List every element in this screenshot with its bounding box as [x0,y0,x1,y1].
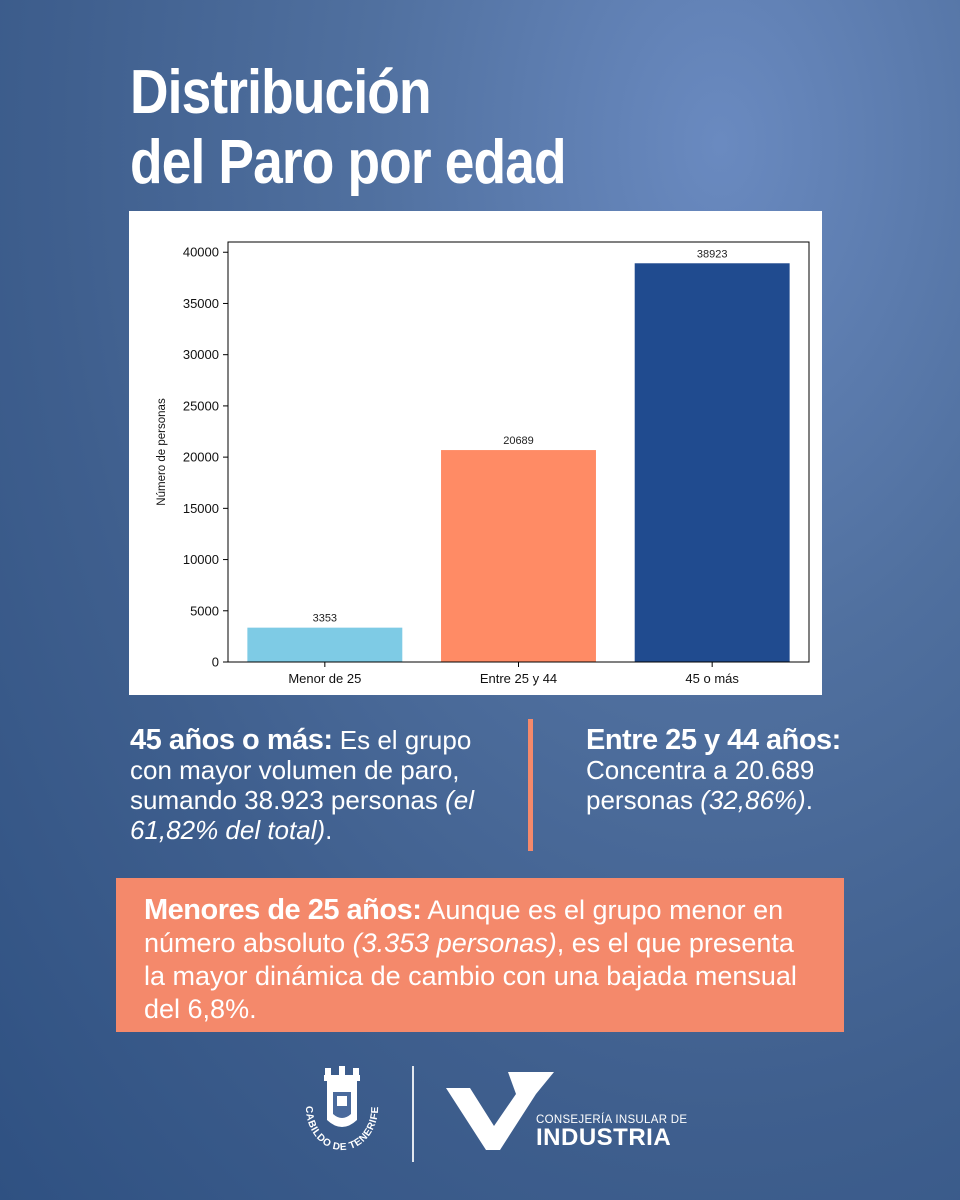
bar-chart: 3353 Menor de 25 20689 Entre 25 y 44 38923 45… [156,241,810,686]
y-tick-label: 5000 [190,603,219,618]
bar [247,627,403,662]
stat-45-plus-heading: 45 años o más: [130,724,333,756]
banner-text-2: , es el que presenta la mayor dinámica d… [144,928,797,1024]
y-tick-label: 40000 [183,245,219,260]
brand-subtitle: CONSEJERÍA INSULAR DE [536,1114,688,1126]
industria-logo-icon [446,1072,554,1150]
footer-separator [412,1066,414,1162]
y-tick-label: 0 [212,655,219,670]
under-25-banner: Menores de 25 años: Aunque es el grupo m… [116,878,844,1032]
data-label: 3353 [313,613,337,625]
y-tick-label: 10000 [183,552,219,567]
stat-25-44-italic: (32,86%) [700,785,806,815]
stat-25-44-tail: . [805,785,813,815]
industria-brand: CONSEJERÍA INSULAR DE INDUSTRIA [536,1114,687,1152]
stat-25-44-heading: Entre 25 y 44 años: [586,724,841,756]
stat-45-plus-italic: (el 61,82% del total) [130,785,475,845]
cabildo-logo: CABILDO DE TENERIFE [303,1066,380,1153]
x-tick-label: Entre 25 y 44 [480,671,557,686]
stats-divider [528,719,533,851]
plot-frame [227,241,810,663]
stat-25-44: Entre 25 y 44 años: Concentra a 20.689 p… [586,725,886,815]
brand-title: INDUSTRIA [536,1124,672,1151]
bar [634,263,790,662]
y-tick-label: 35000 [183,296,219,311]
y-axis-label: Número de personas [156,398,168,506]
x-tick-label: 45 o más [685,671,739,686]
stat-25-44-text: Concentra a 20.689 personas [586,755,815,815]
y-tick-label: 30000 [183,347,219,362]
title-line-2: del Paro por edad [130,128,567,197]
y-tick-label: 15000 [183,501,219,516]
y-tick-label: 25000 [183,398,219,413]
stat-45-plus: 45 años o más: Es el grupo con mayor vol… [130,725,510,845]
stat-45-plus-text: Es el grupo con mayor volumen de paro, s… [130,725,472,815]
banner-heading: Menores de 25 años: [144,894,422,926]
data-label: 38923 [697,248,728,260]
banner-italic: (3.353 personas) [352,928,557,958]
stat-45-plus-tail: . [325,815,333,845]
bar [441,450,596,662]
chart-card: 3353 Menor de 25 20689 Entre 25 y 44 38923 45… [129,211,822,695]
y-tick-label: 20000 [183,450,219,465]
banner-text-1: Aunque es el grupo menor en número absol… [144,895,784,958]
page-title: Distribución del Paro por edad [130,58,567,198]
x-tick-label: Menor de 25 [288,671,361,686]
title-line-1: Distribución [130,58,432,127]
data-label: 20689 [503,435,534,447]
